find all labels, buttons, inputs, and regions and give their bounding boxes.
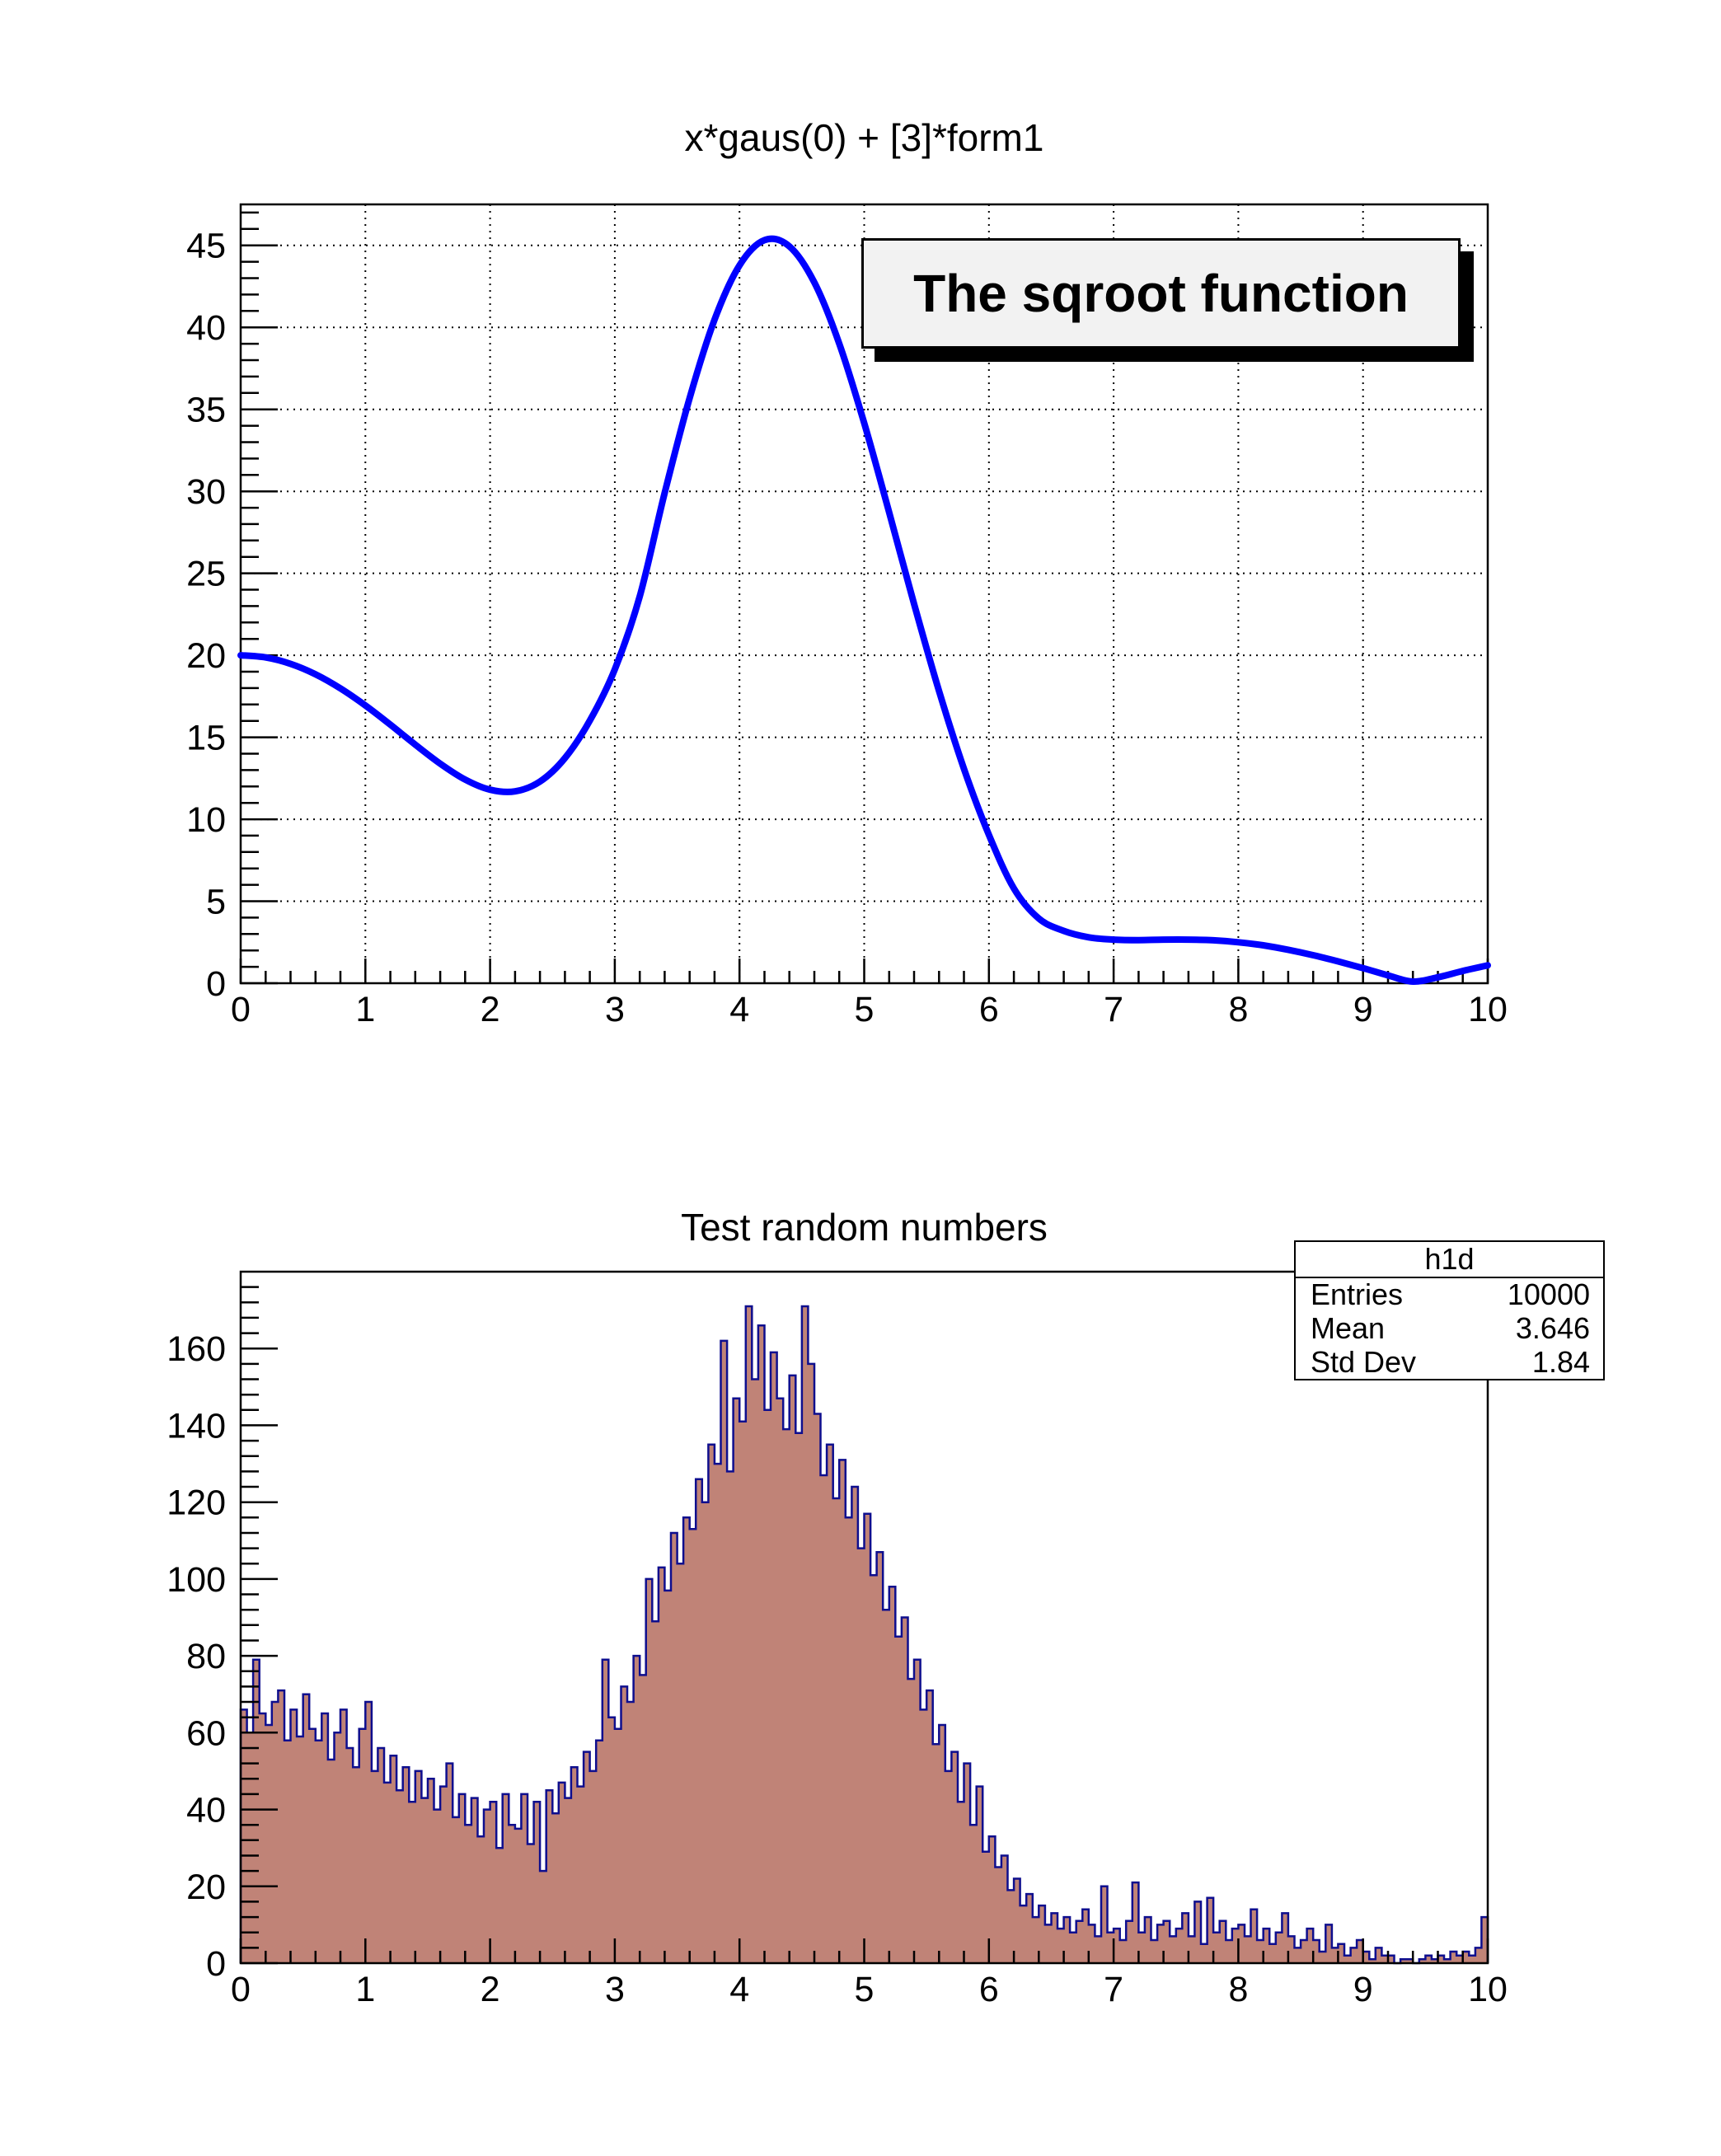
- histogram-x-tick-label: 2: [481, 1970, 500, 2009]
- stats-entries-value: 10000: [1507, 1277, 1590, 1312]
- histogram-x-tick-label: 4: [729, 1970, 749, 2009]
- histogram-y-tick-label: 120: [166, 1483, 226, 1523]
- function-plot-y-tick-label: 30: [186, 472, 226, 512]
- function-plot-x-tick-label: 2: [481, 990, 500, 1029]
- histogram-frame: [239, 1270, 1489, 1965]
- function-plot-y-tick-label: 0: [206, 964, 226, 1004]
- stats-row-mean: Mean 3.646: [1311, 1310, 1590, 1345]
- function-plot-x-tick-label: 4: [729, 990, 749, 1029]
- histogram-x-tick-label: 9: [1353, 1970, 1373, 2009]
- function-plot-x-tick-label: 9: [1353, 990, 1373, 1029]
- stats-mean-value: 3.646: [1515, 1310, 1590, 1345]
- function-plot-y-tick-label: 20: [186, 636, 226, 676]
- stats-stddev-label: Std Dev: [1311, 1344, 1417, 1379]
- stats-box-header: h1d: [1296, 1242, 1603, 1278]
- function-plot-title: x*gaus(0) + [3]*form1: [684, 116, 1044, 159]
- histogram-x-tick-label: 8: [1228, 1970, 1248, 2009]
- function-plot-x-tick-label: 5: [855, 990, 875, 1029]
- stats-entries-label: Entries: [1311, 1277, 1404, 1312]
- histogram-y-tick-label: 160: [166, 1329, 226, 1369]
- function-plot-x-tick-label: 10: [1468, 990, 1508, 1029]
- function-plot-grid: [241, 204, 1488, 983]
- histogram-title: Test random numbers: [681, 1206, 1048, 1249]
- function-plot-y-tick-label: 15: [186, 719, 226, 758]
- histogram-y-tick-label: 60: [186, 1713, 226, 1753]
- histogram-y-tick-label: 80: [186, 1637, 226, 1676]
- pave-label-text: The sqroot function: [913, 264, 1409, 323]
- histogram-x-tick-label: 7: [1104, 1970, 1123, 2009]
- function-plot-frame: [239, 203, 1489, 985]
- function-plot-y-tick-label: 10: [186, 800, 226, 840]
- histogram-x-tick-label: 1: [355, 1970, 375, 2009]
- function-plot-y-tick-label: 45: [186, 227, 226, 266]
- histogram-x-tick-label: 5: [855, 1970, 875, 2009]
- histogram-y-tick-label: 40: [186, 1791, 226, 1830]
- function-plot-x-tick-label: 3: [605, 990, 625, 1029]
- histogram-y-tick-label: 0: [206, 1944, 226, 1984]
- function-plot-y-tick-label: 25: [186, 555, 226, 594]
- histogram-y-tick-label: 100: [166, 1560, 226, 1600]
- histogram-ticks: [239, 1286, 1489, 1965]
- function-plot-x-tick-label: 0: [231, 990, 251, 1029]
- function-plot-x-tick-label: 1: [355, 990, 375, 1029]
- function-plot-y-tick-label: 40: [186, 308, 226, 348]
- stats-box-rows: Entries 10000 Mean 3.646 Std Dev 1.84: [1296, 1278, 1603, 1379]
- function-plot-y-tick-label: 35: [186, 391, 226, 430]
- histogram-y-tick-label: 20: [186, 1868, 226, 1907]
- function-curve: [237, 235, 1491, 986]
- histogram-outline: [239, 1305, 1489, 1965]
- function-plot-x-tick-label: 7: [1104, 990, 1123, 1029]
- histogram-x-tick-label: 10: [1468, 1970, 1508, 2009]
- histogram-y-tick-label: 140: [166, 1406, 226, 1446]
- stats-row-stddev: Std Dev 1.84: [1311, 1344, 1590, 1379]
- histogram-x-tick-label: 3: [605, 1970, 625, 2009]
- stats-stddev-value: 1.84: [1531, 1344, 1590, 1379]
- stats-row-entries: Entries 10000: [1311, 1278, 1590, 1311]
- pave-label: The sqroot function: [861, 238, 1461, 349]
- stats-box: h1d Entries 10000 Mean 3.646 Std Dev 1.8…: [1294, 1240, 1605, 1380]
- function-plot-x-tick-label: 6: [979, 990, 999, 1029]
- stats-mean-label: Mean: [1311, 1310, 1386, 1345]
- function-plot-y-tick-label: 5: [206, 883, 226, 922]
- function-plot-x-tick-label: 8: [1228, 990, 1248, 1029]
- histogram-x-tick-label: 0: [231, 1970, 251, 2009]
- histogram-x-tick-label: 6: [979, 1970, 999, 2009]
- histogram-fill: [241, 1306, 1488, 1963]
